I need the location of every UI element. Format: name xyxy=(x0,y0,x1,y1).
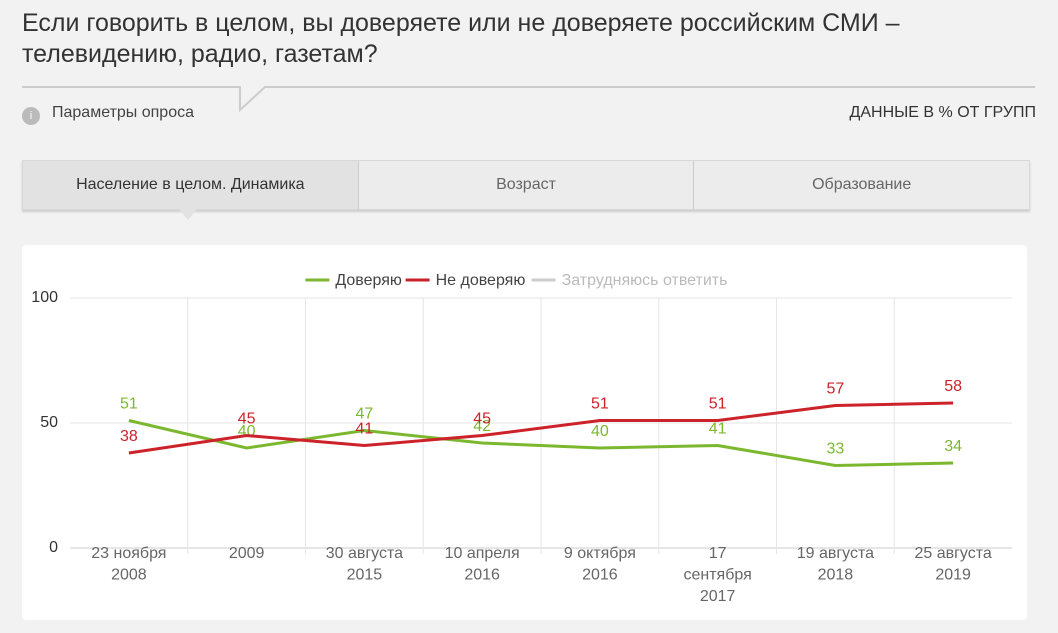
y-tick-label: 0 xyxy=(49,539,58,556)
data-label: 57 xyxy=(826,381,844,398)
data-label: 47 xyxy=(355,406,373,423)
params-link[interactable]: Параметры опроса xyxy=(52,104,194,121)
title-line: Если говорить в целом, вы доверяете или … xyxy=(22,9,900,37)
x-tick-label: 23 ноября 2008 xyxy=(91,545,166,584)
info-icon[interactable]: i xyxy=(22,107,40,125)
data-label: 51 xyxy=(709,396,727,413)
tab[interactable]: Возраст xyxy=(357,161,694,209)
y-tick-label: 100 xyxy=(31,289,58,306)
data-label: 45 xyxy=(238,411,256,428)
data-label: 45 xyxy=(473,411,491,428)
x-tick-label: 19 августа 2018 xyxy=(797,545,874,584)
series-line xyxy=(128,419,954,468)
series-line xyxy=(128,401,954,455)
legend-label: Затрудняюсь ответить xyxy=(562,272,728,289)
data-label: 33 xyxy=(826,441,844,458)
x-tick-label: 10 апреля 2016 xyxy=(445,545,520,584)
x-tick-label: 2009 xyxy=(229,545,265,562)
data-label: 51 xyxy=(591,396,609,413)
legend-label: Доверяю xyxy=(335,272,402,289)
x-tick-label: 30 августа 2015 xyxy=(326,545,403,584)
divider xyxy=(22,86,1035,113)
data-label: 58 xyxy=(944,378,962,395)
legend-label: Не доверяю xyxy=(436,272,526,289)
data-label: 34 xyxy=(944,438,962,455)
tab[interactable]: Население в целом. Динамика xyxy=(23,161,358,209)
tab-pointer xyxy=(178,208,198,220)
note: ДАННЫЕ В % ОТ ГРУПП xyxy=(849,104,1037,121)
x-tick-label: 9 октября 2016 xyxy=(564,545,636,584)
data-label: 41 xyxy=(709,421,727,438)
data-label: 41 xyxy=(355,421,373,438)
data-label: 40 xyxy=(591,423,609,440)
data-label: 42 xyxy=(473,418,491,435)
title-line: телевидению, радио, газетам? xyxy=(22,40,378,68)
tab[interactable]: Образование xyxy=(693,161,1029,209)
x-tick-label: 25 августа 2019 xyxy=(914,545,991,584)
data-label: 38 xyxy=(120,428,138,445)
y-tick-label: 50 xyxy=(40,414,58,431)
x-tick-label: 17 сентября 2017 xyxy=(683,545,751,605)
chart-card xyxy=(22,245,1027,620)
title: Если говорить в целом, вы доверяете или … xyxy=(22,8,900,70)
tabs: Население в целом. Динамика Возраст Обра… xyxy=(22,160,1030,210)
data-label: 51 xyxy=(120,396,138,413)
